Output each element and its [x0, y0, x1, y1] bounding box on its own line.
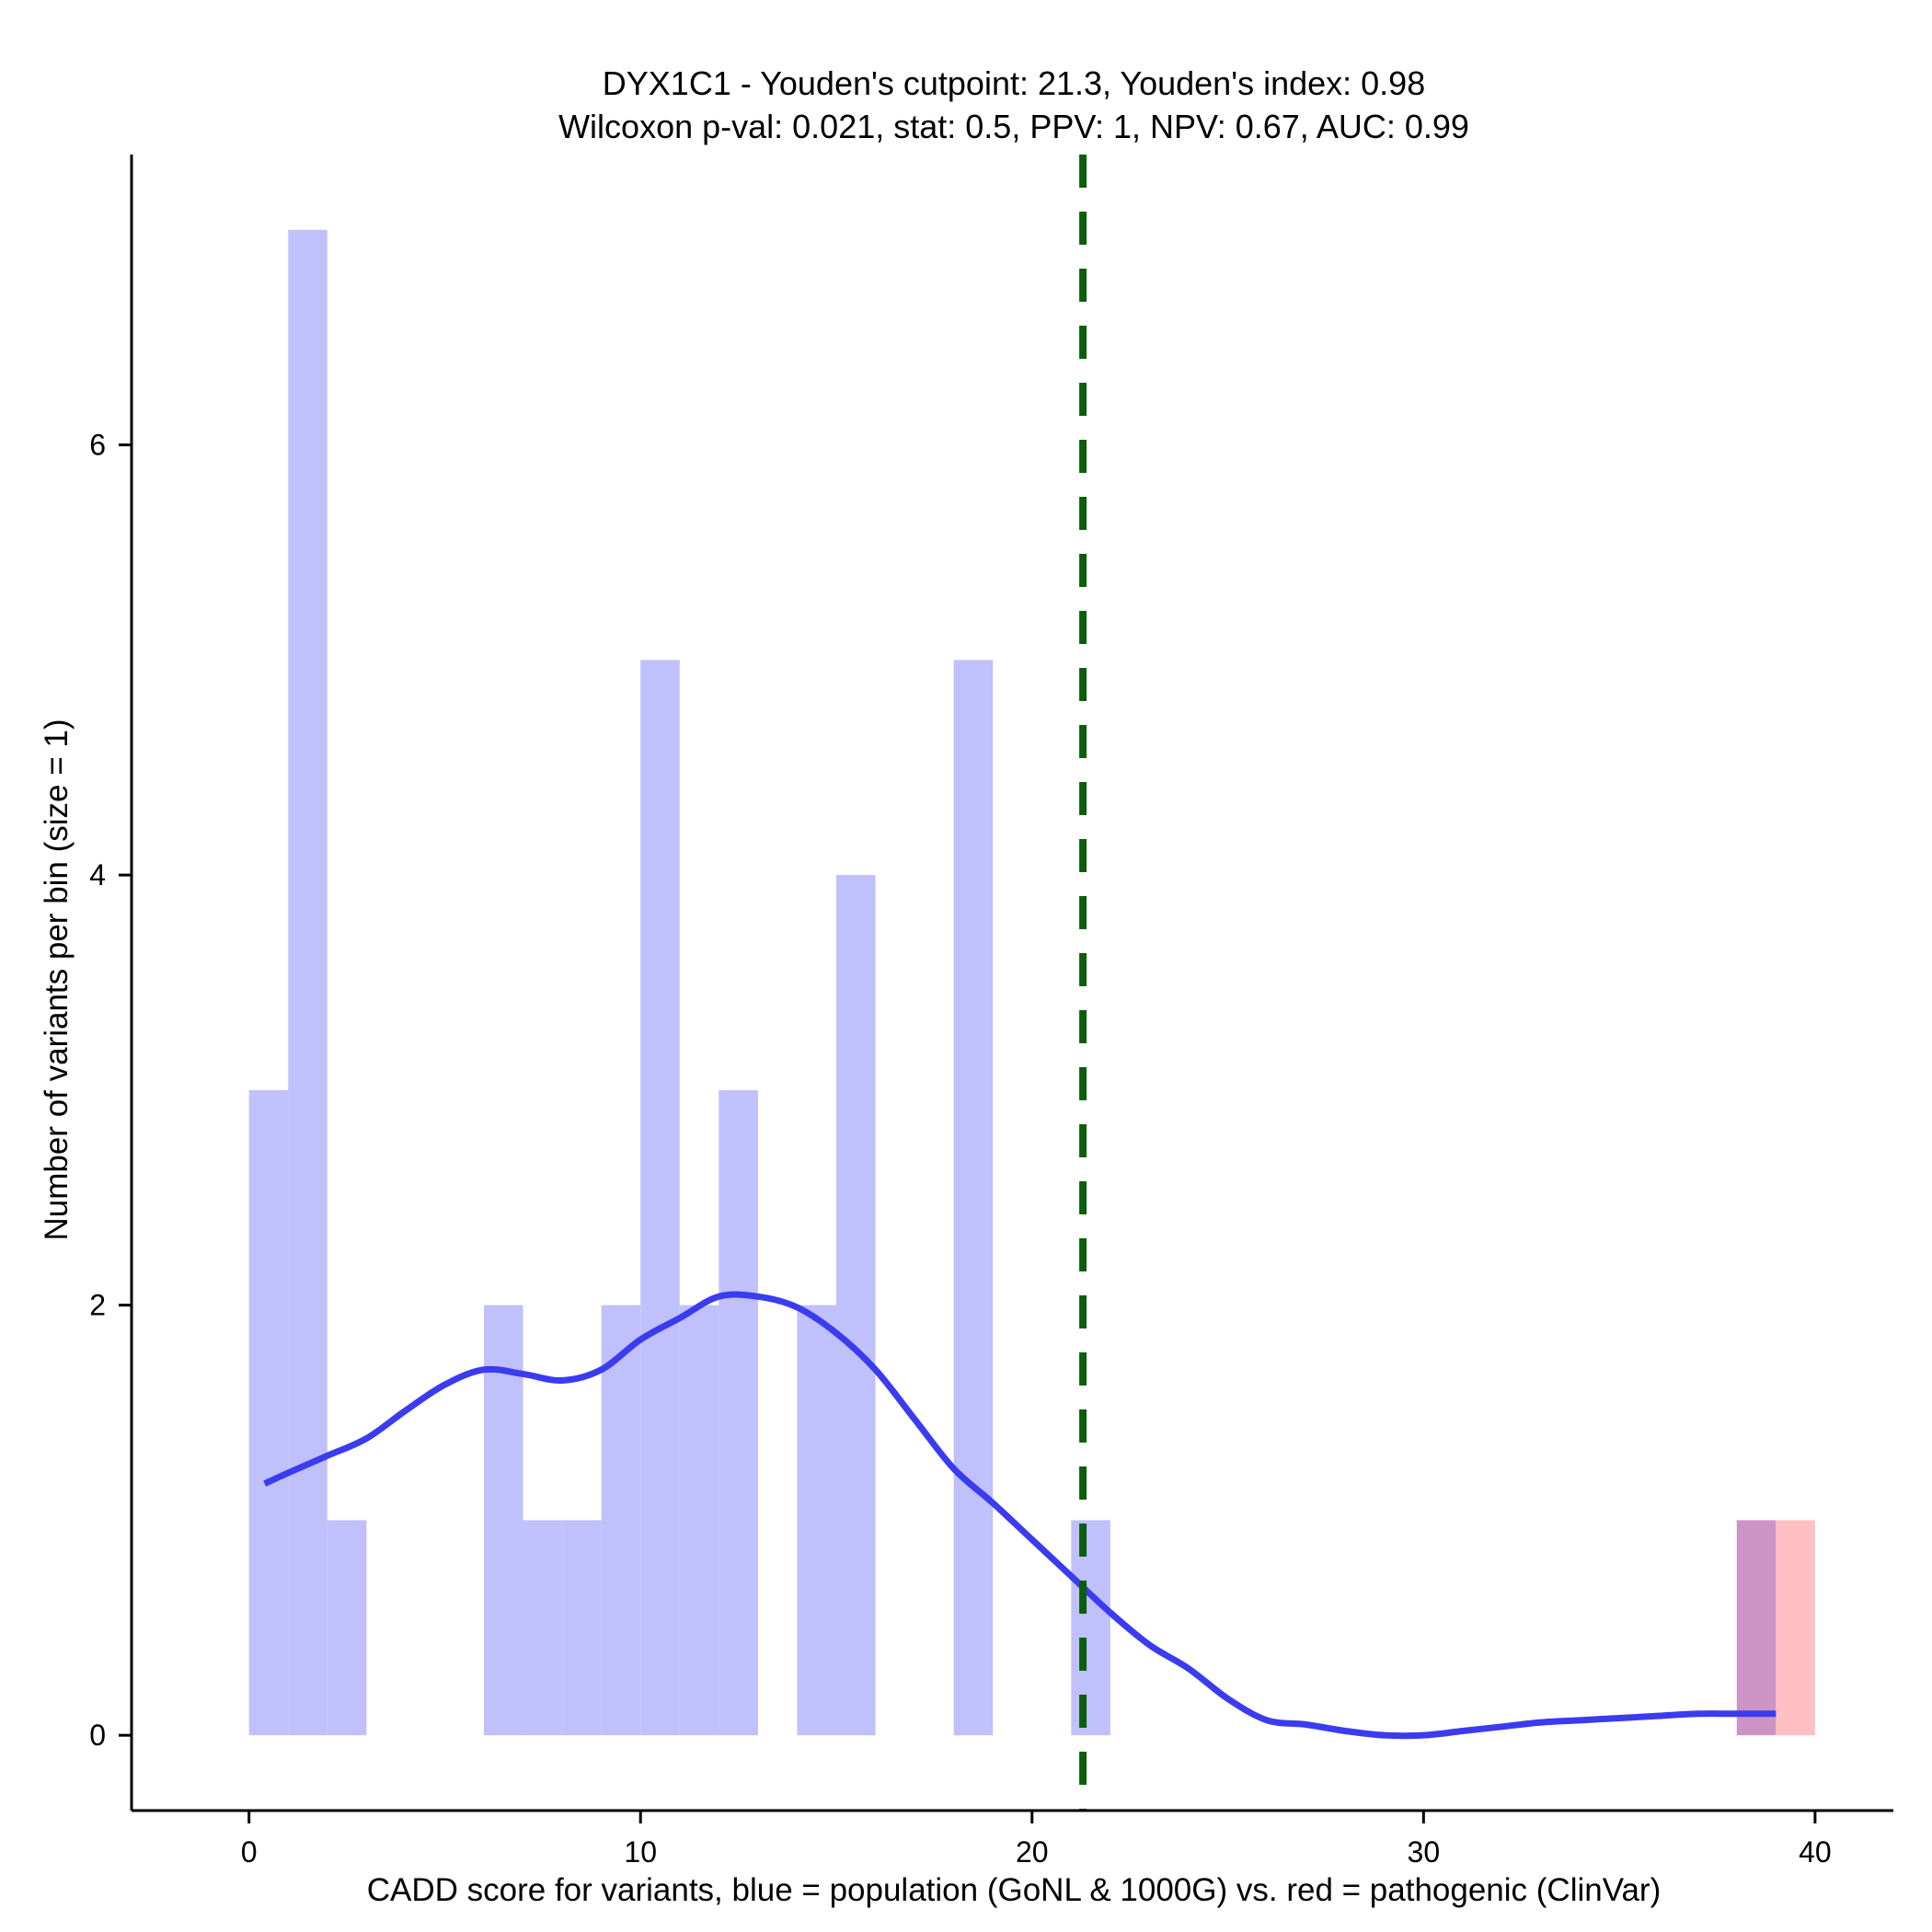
population-bar-14 — [797, 1305, 836, 1736]
x-tick-label-20: 20 — [1016, 1835, 1049, 1869]
density-curve-group — [263, 1291, 1777, 1740]
y-tick-label-4: 4 — [89, 858, 106, 891]
population-bar-18 — [953, 660, 994, 1736]
density-curve — [263, 1291, 1777, 1740]
x-tick-label-10: 10 — [624, 1835, 657, 1869]
population-bar-21 — [1071, 1520, 1110, 1736]
population-bar-11 — [679, 1305, 719, 1736]
y-tick-label-6: 6 — [89, 429, 106, 462]
population-bar-9 — [601, 1305, 641, 1736]
y-tick-label-0: 0 — [89, 1719, 106, 1752]
axes: 0 10 20 30 40 0 2 4 6 — [89, 155, 1893, 1869]
x-tick-label-30: 30 — [1408, 1835, 1441, 1869]
population-bar-12 — [719, 1089, 758, 1736]
histogram-bars — [248, 229, 1815, 1736]
population-bar-38 — [1736, 1520, 1777, 1736]
population-bar-7 — [523, 1520, 563, 1736]
population-bar-8 — [562, 1520, 602, 1736]
population-bar-15 — [836, 875, 876, 1736]
population-bar-0 — [248, 1089, 289, 1736]
x-tick-label-40: 40 — [1799, 1835, 1832, 1869]
population-bar-2 — [327, 1520, 367, 1736]
population-bar-6 — [484, 1305, 523, 1736]
y-tick-label-2: 2 — [89, 1289, 106, 1322]
population-bar-1 — [288, 229, 328, 1736]
x-axis-label: CADD score for variants, blue = populati… — [367, 1872, 1662, 1908]
chart-title-line-1: DYX1C1 - Youden's cutpoint: 21.3, Youden… — [603, 64, 1425, 102]
chart-title-line-2: Wilcoxon p-val: 0.021, stat: 0.5, PPV: 1… — [558, 108, 1469, 145]
pathogenic-bar-39 — [1776, 1520, 1815, 1736]
population-bar-10 — [640, 660, 680, 1736]
x-tick-label-0: 0 — [241, 1835, 258, 1869]
y-axis-label: Number of variants per bin (size = 1) — [39, 719, 75, 1240]
